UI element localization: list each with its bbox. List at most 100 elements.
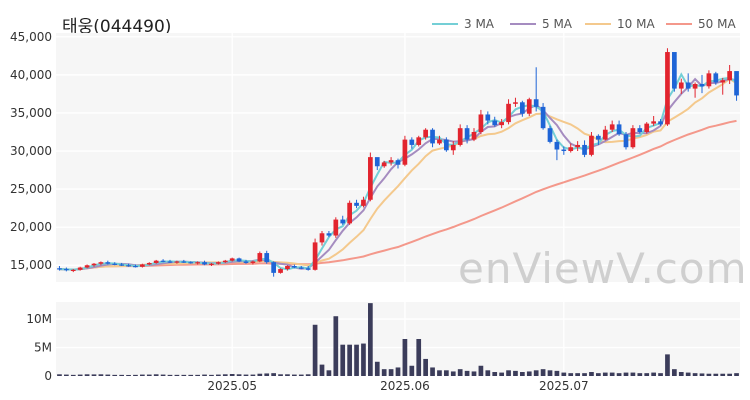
volume-bar [133,374,138,376]
candle-body [126,265,131,267]
volume-bar [520,372,525,376]
volume-plot-background [56,302,740,376]
candle-body [326,233,332,236]
volume-bar [195,374,200,376]
volume-bar [395,367,401,376]
legend-label-10ma: 10 MA [617,17,655,31]
volume-bar [140,374,145,376]
volume-bar [658,373,663,376]
candle-body [243,261,249,263]
candle-body [547,128,553,142]
candle-body [575,144,580,148]
legend-item-5ma: 5 MA [510,17,572,31]
candle-body [582,144,587,155]
volume-bar [57,374,62,376]
candle-body [119,264,124,266]
candle-body [368,157,373,200]
candle-body [672,52,677,89]
volume-bar [471,371,477,376]
volume-bar [582,373,587,376]
volume-bar [492,372,498,376]
candle-body [174,261,180,263]
x-tick-label: 2025.06 [380,379,430,393]
candle-body [713,73,719,83]
volume-bar [402,339,408,376]
candle-body [271,262,276,273]
candle-body [381,162,387,167]
volume-bar [423,358,428,376]
volume-bar [347,344,352,376]
volume-bar [665,354,670,376]
candle-body [478,114,484,132]
volume-bar [609,372,615,376]
volume-bar [271,373,276,376]
candle-body [229,258,235,261]
volume-bar [409,365,415,376]
volume-bar [298,374,304,376]
candle-body [450,144,456,151]
volume-bar [692,373,698,376]
volume-bar [188,374,194,376]
legend-item-3ma: 3 MA [432,17,494,31]
candle-body [333,219,339,236]
candle-body [112,263,118,265]
volume-bar [685,372,691,376]
volume-bar [388,369,394,376]
volume-tick-label: 0 [44,369,52,383]
candle-body [630,128,636,148]
volume-bar [216,374,221,376]
price-tick-label: 40,000 [10,68,52,82]
candle-body [423,129,428,138]
candle-body [589,135,594,155]
candle-body [437,139,442,144]
candle-body [188,262,194,264]
candle-body [181,261,187,263]
candle-body [347,202,352,224]
volume-bar [326,370,332,376]
volume-bar [444,370,449,376]
volume-bar [616,373,622,376]
volume-bar [333,316,339,376]
volume-bar [540,369,546,376]
candle-body [513,102,518,104]
candle-body [105,262,111,264]
volume-bar [720,373,726,376]
candle-body [292,266,297,268]
candle-body [285,266,290,270]
candle-body [91,263,97,266]
legend-label-3ma: 3 MA [464,17,495,31]
candle-body [264,253,270,263]
candle-body [471,131,477,140]
candle-body [64,269,69,271]
candle-body [202,262,207,265]
volume-bar [672,369,677,376]
volume-bar [596,373,601,376]
volume-bar [153,374,159,376]
candle-body [665,52,670,125]
volume-bar [706,373,712,376]
volume-bar [112,374,118,376]
volume-bar [278,374,283,376]
volume-bar [478,365,484,376]
volume-bar [305,374,311,376]
candle-body [361,199,366,206]
x-tick-label: 2025.05 [207,379,257,393]
price-tick-label: 25,000 [10,182,52,196]
candle-body [540,106,546,129]
candle-body [678,82,684,89]
candle-body [374,157,380,167]
candle-body [195,262,200,264]
candle-body [319,233,325,243]
candle-body [153,260,159,263]
volume-bar [84,374,90,376]
candle-body [140,264,145,267]
candle-body [257,253,263,262]
volume-bar [264,373,270,376]
volume-bar [91,374,97,376]
candle-body [77,267,83,270]
candle-body [388,160,394,163]
candle-body [623,134,629,148]
candle-body [464,128,470,140]
candle-body [485,114,491,121]
x-tick-label: 2025.07 [539,379,589,393]
